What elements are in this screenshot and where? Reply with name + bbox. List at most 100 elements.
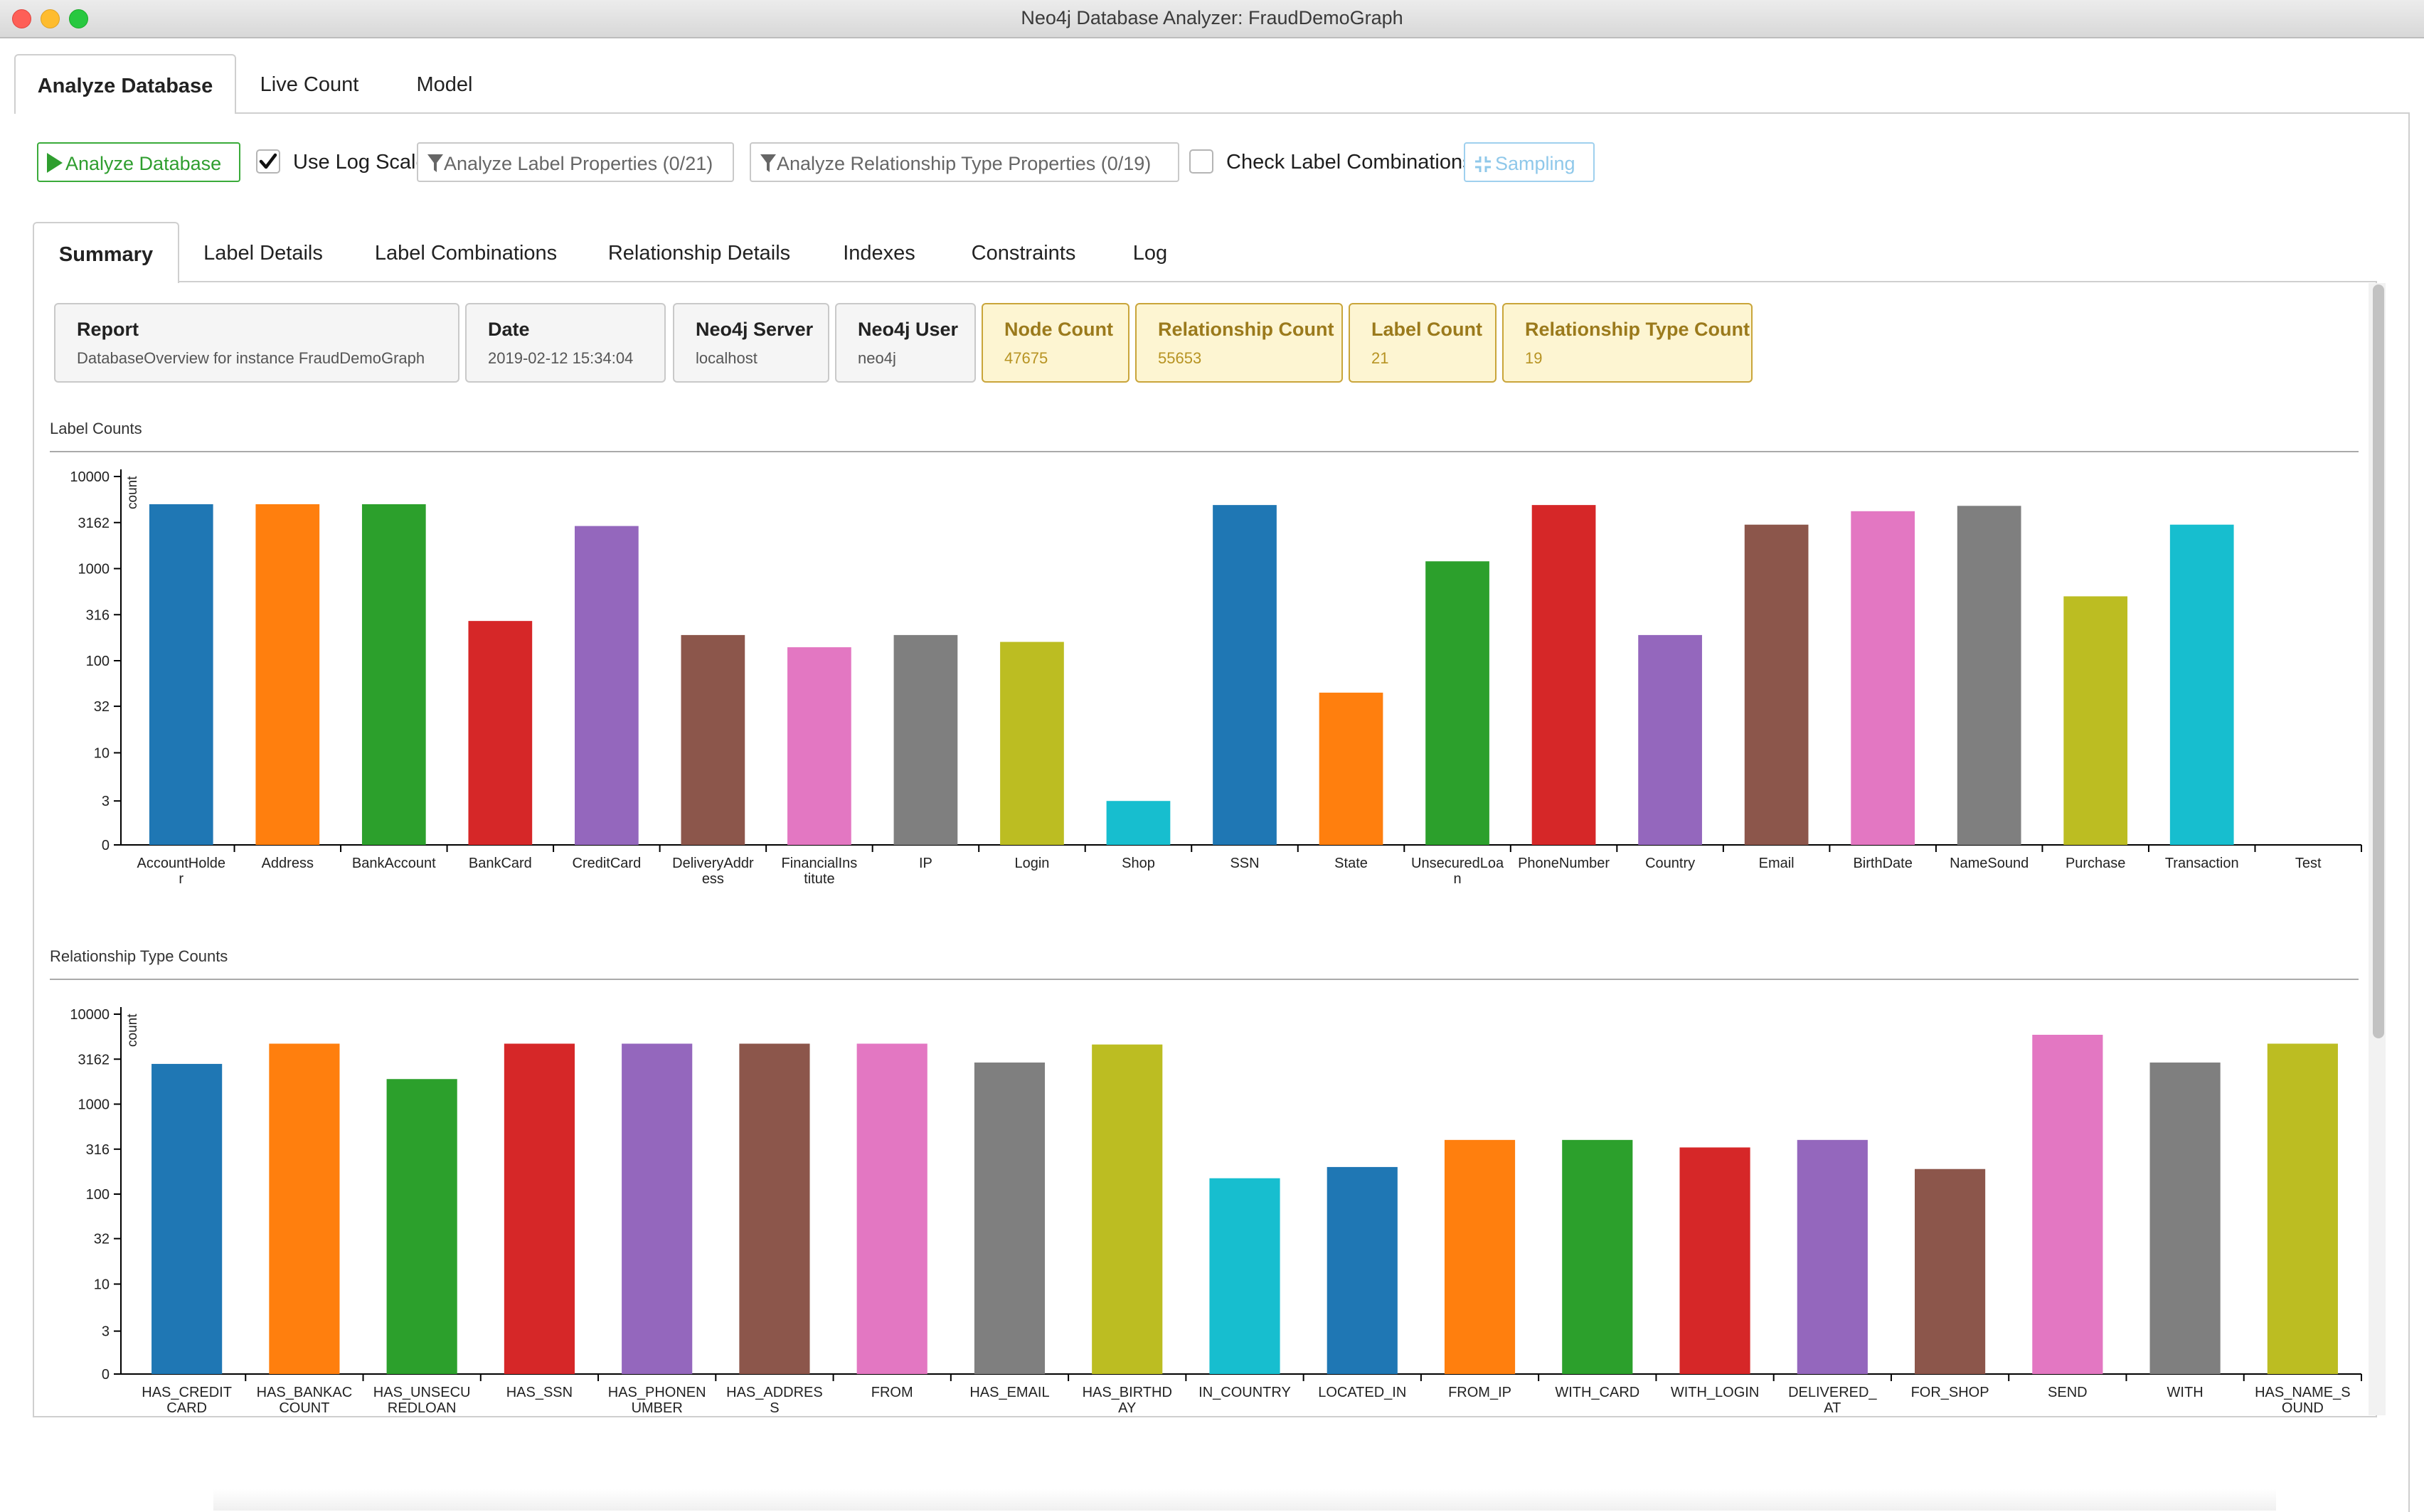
x-tick-label: WITH_LOGIN <box>1671 1385 1759 1400</box>
tab-relationship-details[interactable]: Relationship Details <box>607 242 791 265</box>
bar-deliveryaddress <box>681 634 745 845</box>
analyze-label-properties-label: Analyze Label Properties (0/21) <box>444 153 713 174</box>
bar-birthdate <box>1851 511 1915 845</box>
x-tick-label: OUND <box>2282 1400 2324 1416</box>
tab-log[interactable]: Log <box>1132 242 1168 265</box>
x-tick-label: REDLOAN <box>388 1400 457 1416</box>
analyze-label-properties-button[interactable]: Analyze Label Properties (0/21) <box>417 142 734 182</box>
checkmark-icon <box>259 153 277 169</box>
x-tick-label: UMBER <box>632 1400 683 1416</box>
x-tick-label: LOCATED_IN <box>1318 1385 1406 1400</box>
x-tick-label: PhoneNumber <box>1518 856 1610 871</box>
minimize-window-button[interactable] <box>41 9 60 28</box>
card-label: Node Count <box>1004 319 1113 340</box>
y-tick-label: 316 <box>86 607 110 623</box>
date-card: Date 2019-02-12 15:34:04 <box>465 303 666 383</box>
bar-for_shop <box>1915 1168 1986 1374</box>
y-tick-label: 100 <box>86 1187 110 1203</box>
check-label-combinations-checkbox[interactable] <box>1189 149 1213 174</box>
bar-from <box>856 1043 927 1374</box>
window-title-bar: Neo4j Database Analyzer: FraudDemoGraph <box>0 0 2424 38</box>
filter-icon <box>427 154 443 172</box>
y-tick-label: 0 <box>102 838 110 853</box>
y-tick-label: 32 <box>94 1232 110 1247</box>
bar-ssn <box>1213 505 1277 845</box>
bar-shop <box>1106 801 1171 845</box>
x-tick-label: AccountHolde <box>137 856 225 871</box>
bar-from_ip <box>1444 1139 1516 1374</box>
node-count-card: Node Count 47675 <box>982 303 1129 383</box>
card-label: Label Count <box>1371 319 1482 340</box>
bar-ip <box>893 634 958 845</box>
bar-unsecuredloan <box>1425 561 1489 845</box>
analyze-relationship-properties-label: Analyze Relationship Type Properties (0/… <box>777 153 1152 174</box>
y-axis-label: count <box>125 1013 140 1047</box>
analyze-database-button[interactable]: Analyze Database <box>37 142 240 182</box>
tab-constraints[interactable]: Constraints <box>971 242 1076 265</box>
bar-send <box>2032 1034 2103 1374</box>
x-tick-label: FOR_SHOP <box>1911 1385 1989 1400</box>
bar-located_in <box>1327 1166 1398 1374</box>
bar-state <box>1319 692 1383 845</box>
x-tick-label: COUNT <box>279 1400 329 1416</box>
bar-has_creditcard <box>152 1063 223 1374</box>
x-tick-label: FinancialIns <box>782 856 858 871</box>
x-tick-label: AY <box>1118 1400 1136 1416</box>
bar-in_country <box>1209 1178 1280 1374</box>
bar-address <box>255 504 320 845</box>
play-icon <box>47 153 63 173</box>
bar-financialinstitute <box>787 647 851 845</box>
tab-live-count[interactable]: Live Count <box>260 73 359 96</box>
bar-delivered_at <box>1797 1139 1868 1374</box>
x-tick-label: FROM_IP <box>1448 1385 1511 1400</box>
sampling-button[interactable]: Sampling <box>1464 142 1595 182</box>
bar-has_phonenumber <box>622 1043 693 1374</box>
bar-phonenumber <box>1531 505 1596 845</box>
bar-login <box>1000 641 1064 845</box>
close-window-button[interactable] <box>12 9 31 28</box>
bar-has_ssn <box>504 1043 575 1374</box>
scrollbar-thumb[interactable] <box>2373 284 2384 1038</box>
x-tick-label: DELIVERED_ <box>1788 1385 1877 1400</box>
card-value: 19 <box>1525 349 1543 367</box>
tab-label-combinations[interactable]: Label Combinations <box>374 242 558 265</box>
x-tick-label: SSN <box>1230 856 1259 871</box>
label-count-card: Label Count 21 <box>1349 303 1497 383</box>
tab-summary[interactable]: Summary <box>33 222 179 283</box>
x-tick-label: HAS_UNSECU <box>373 1385 471 1400</box>
tab-label-details[interactable]: Label Details <box>203 242 323 265</box>
bar-has_birthday <box>1092 1044 1163 1374</box>
x-tick-label: Purchase <box>2066 856 2126 871</box>
bar-has_address <box>739 1043 810 1374</box>
x-tick-label: Shop <box>1122 856 1155 871</box>
bar-email <box>1744 524 1809 845</box>
zoom-window-button[interactable] <box>69 9 88 28</box>
bar-creditcard <box>575 526 639 845</box>
x-tick-label: WITH <box>2167 1385 2204 1400</box>
tab-model[interactable]: Model <box>416 73 473 96</box>
tab-indexes[interactable]: Indexes <box>843 242 915 265</box>
x-tick-label: CreditCard <box>573 856 642 871</box>
x-tick-label: HAS_ADDRES <box>726 1385 823 1400</box>
relationship-type-count-card: Relationship Type Count 19 <box>1502 303 1753 383</box>
analyze-relationship-properties-button[interactable]: Analyze Relationship Type Properties (0/… <box>750 142 1179 182</box>
bar-accountholder <box>149 504 213 845</box>
y-tick-label: 316 <box>86 1142 110 1158</box>
x-tick-label: DeliveryAddr <box>672 856 754 871</box>
x-tick-label: ess <box>702 871 724 887</box>
x-tick-label: IP <box>919 856 932 871</box>
tab-analyze-database[interactable]: Analyze Database <box>14 54 236 114</box>
section-divider <box>50 451 2359 452</box>
card-label: Neo4j User <box>858 319 959 340</box>
x-tick-label: Country <box>1645 856 1695 871</box>
bar-has_name_sound <box>2267 1043 2338 1374</box>
use-log-scale-checkbox[interactable] <box>256 149 280 174</box>
card-label: Relationship Count <box>1158 319 1334 340</box>
x-tick-label: CARD <box>166 1400 207 1416</box>
card-label: Date <box>488 319 530 340</box>
bar-has_bankaccount <box>269 1043 340 1374</box>
y-tick-label: 32 <box>94 699 110 715</box>
bar-namesound <box>1957 506 2021 845</box>
y-tick-label: 3 <box>102 794 110 809</box>
bar-purchase <box>2063 596 2128 845</box>
